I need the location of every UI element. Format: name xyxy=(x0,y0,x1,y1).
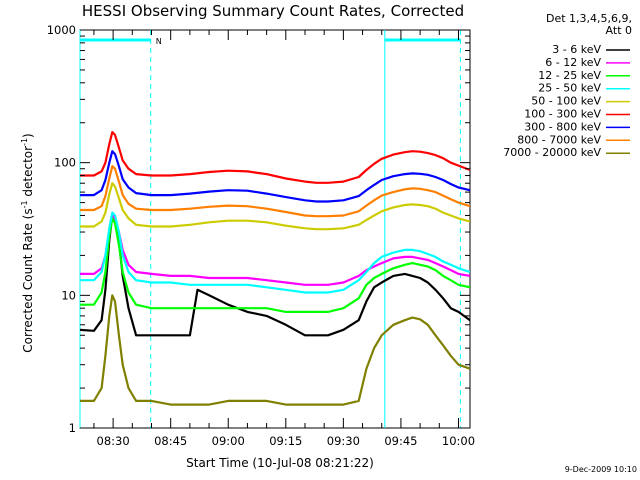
series-line-6 xyxy=(80,150,470,203)
series-line-4 xyxy=(80,182,470,231)
y-axis-label-mid: detector xyxy=(21,146,35,201)
series-line-8 xyxy=(80,294,470,406)
legend-entry-label: 50 - 100 keV xyxy=(531,95,601,108)
chart-title: HESSI Observing Summary Count Rates, Cor… xyxy=(82,2,464,20)
plot-border xyxy=(79,29,471,429)
plot-frame xyxy=(79,29,471,429)
legend-header: Det 1,3,4,5,6,9, xyxy=(546,12,632,25)
x-tick-label: 09:45 xyxy=(384,434,417,448)
night-markers: N xyxy=(79,30,461,428)
timestamp: 9-Dec-2009 10:10 xyxy=(565,465,637,474)
y-tick-label: 1 xyxy=(69,421,76,435)
legend-entry-label: 100 - 300 keV xyxy=(524,108,601,121)
series-line-5 xyxy=(80,131,470,184)
series-lines xyxy=(80,131,470,406)
series-line-3 xyxy=(80,211,470,294)
legend-header: Att 0 xyxy=(606,24,632,37)
x-tick-label: 08:30 xyxy=(97,434,130,448)
x-tick-label: 09:30 xyxy=(327,434,360,448)
y-axis-label-main: Corrected Count Rate (s xyxy=(21,208,35,352)
x-tick-label: 08:45 xyxy=(154,434,187,448)
series-line-7 xyxy=(80,165,470,218)
legend-entry-label: 6 - 12 keV xyxy=(545,56,601,69)
series-line-2 xyxy=(80,217,470,313)
y-axis-label: Corrected Count Rate (s-1 detector-1) xyxy=(20,133,35,352)
y-tick-label: 100 xyxy=(54,156,76,170)
legend-entry-label: 800 - 7000 keV xyxy=(517,133,601,146)
legend-entry-label: 12 - 25 keV xyxy=(538,69,601,82)
y-tick-label: 10 xyxy=(61,288,76,302)
y-tick-label: 1000 xyxy=(47,23,76,37)
legend-entry-label: 300 - 800 keV xyxy=(524,120,601,133)
x-axis-label: Start Time (10-Jul-08 08:21:22) xyxy=(186,456,374,470)
y-axis-label-sup2: -1 xyxy=(20,138,29,146)
legend-entry-label: 7000 - 20000 keV xyxy=(503,146,601,159)
x-tick-label: 09:15 xyxy=(269,434,302,448)
y-axis-label-end: ) xyxy=(21,133,35,138)
legend-entry-label: 25 - 50 keV xyxy=(538,82,601,95)
x-axis: 08:30 08:45 09:00 09:15 09:30 09:45 10:00 xyxy=(93,30,475,448)
y-axis-label-sup1: -1 xyxy=(20,200,29,208)
x-tick-label: 10:00 xyxy=(442,434,475,448)
y-axis: 1 10 100 1000 xyxy=(47,23,470,435)
legend-entry-label: 3 - 6 keV xyxy=(552,43,601,56)
night-marker-label: N xyxy=(156,37,162,46)
x-tick-label: 09:00 xyxy=(212,434,245,448)
